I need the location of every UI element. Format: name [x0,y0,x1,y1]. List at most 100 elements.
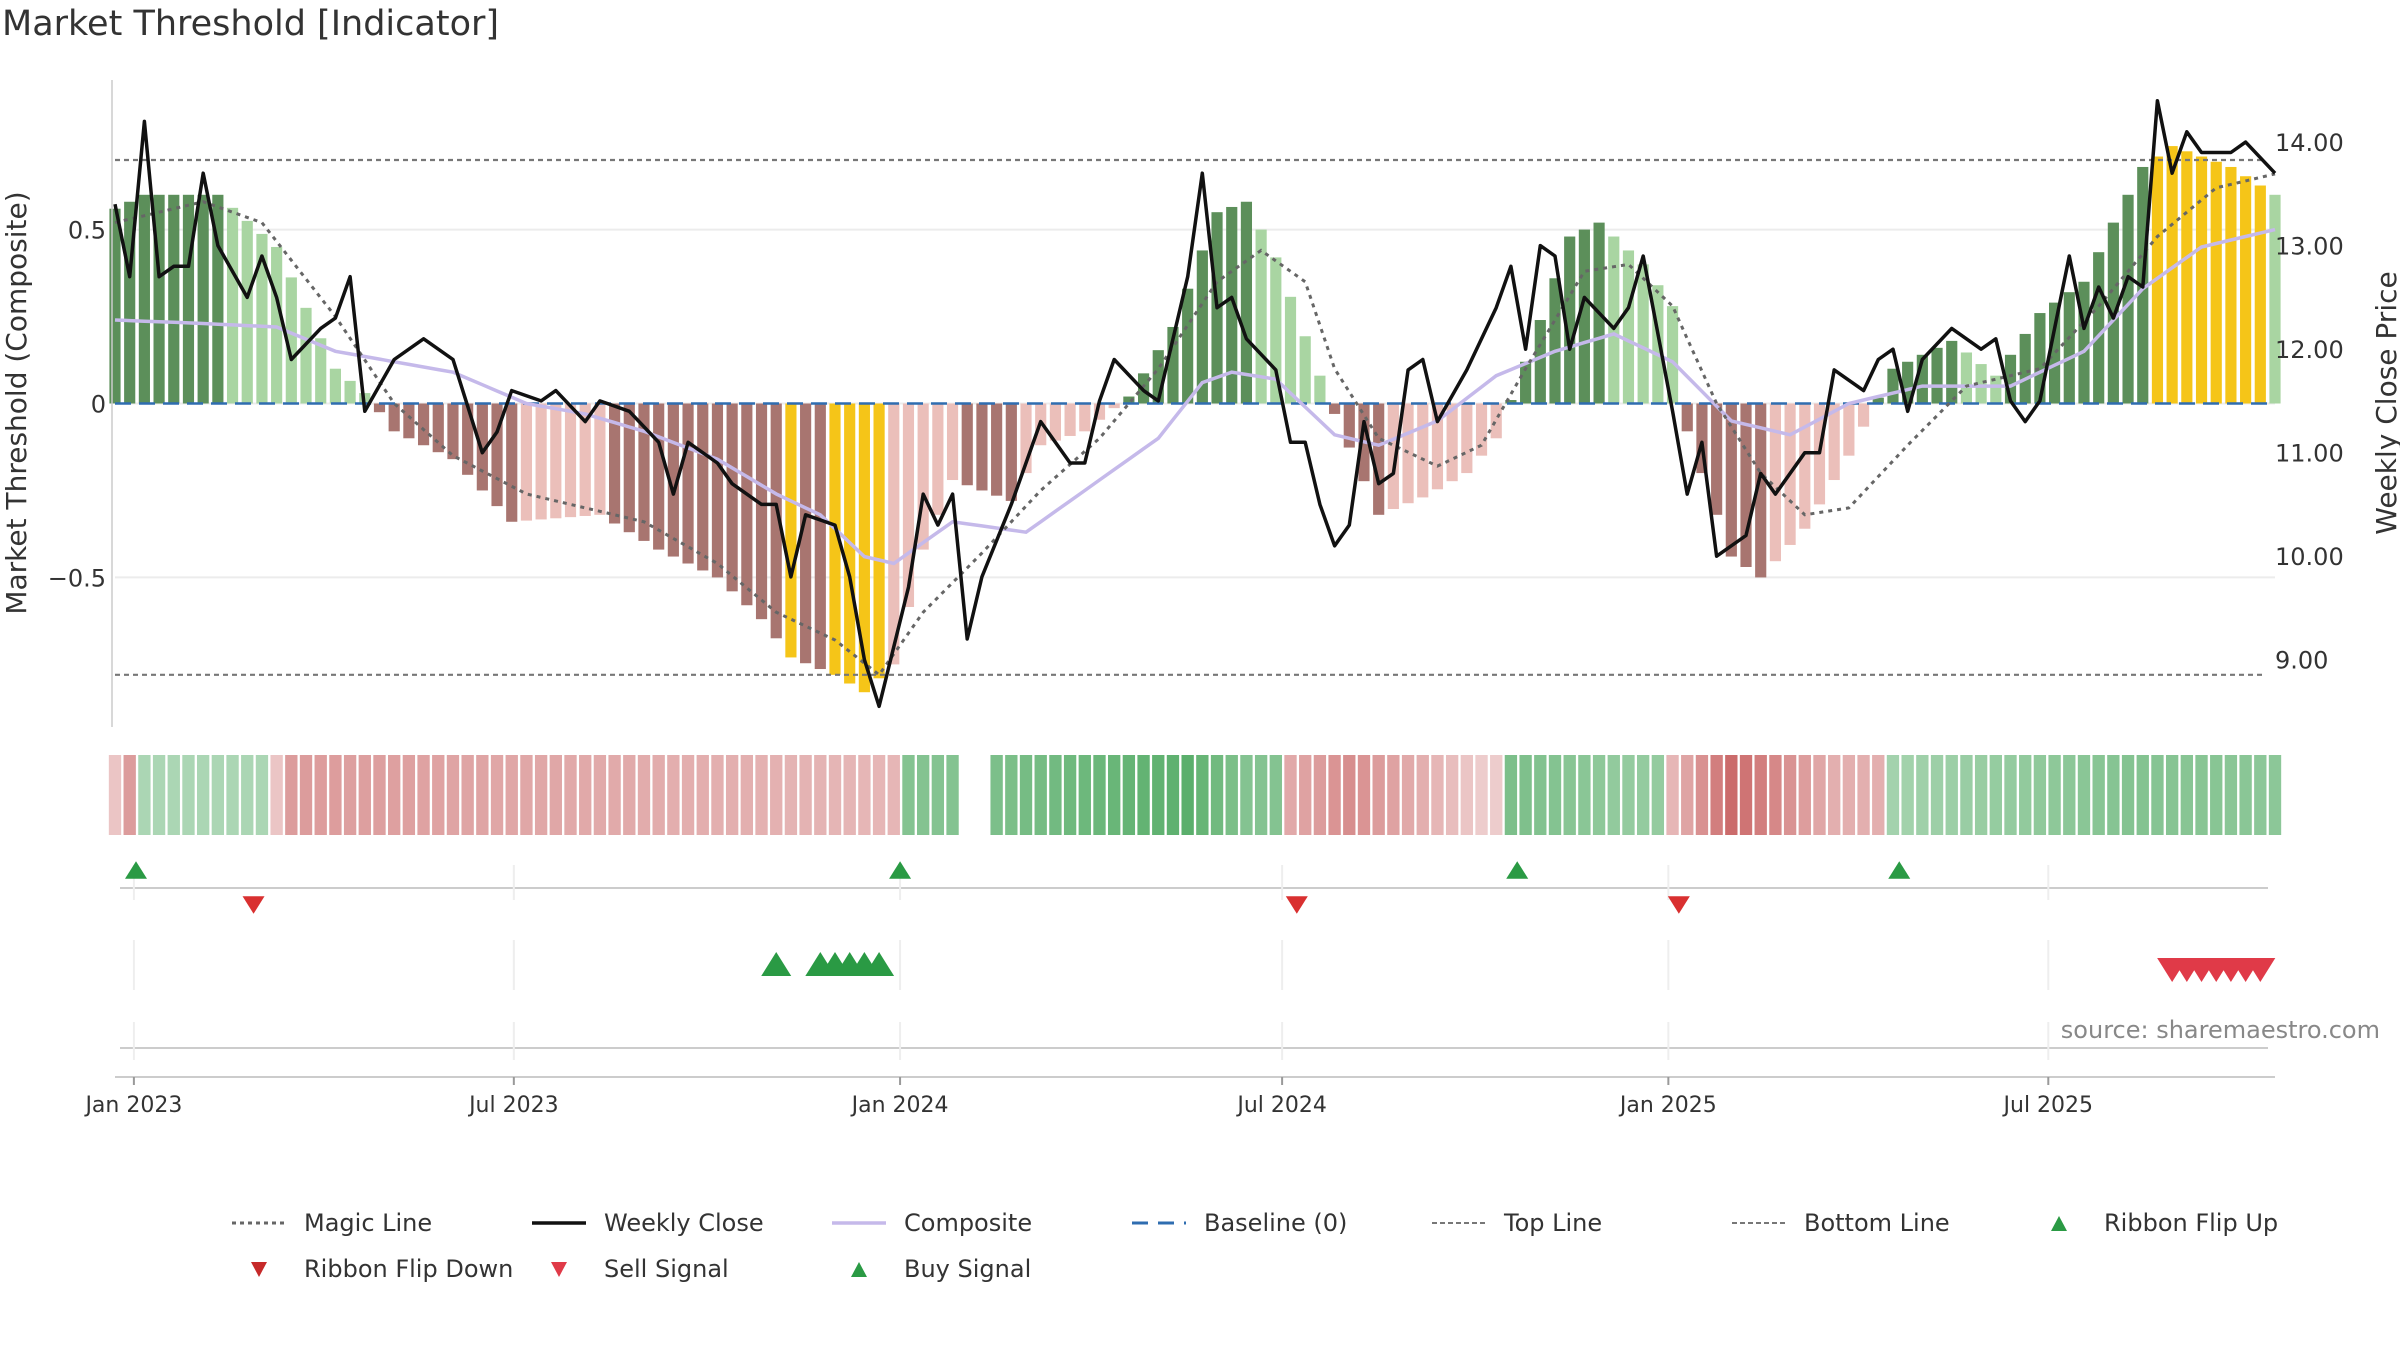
composite-bar [1916,354,1928,404]
ribbon-segment [1225,755,1238,835]
legend-label: Top Line [1504,1209,1603,1237]
composite-bar [1975,364,1987,404]
ribbon-segment [432,755,445,835]
ribbon-segment [652,755,665,835]
composite-bar [1578,229,1590,404]
ribbon-segment [887,755,900,835]
legend-swatch [232,1221,286,1225]
composite-bar [1093,403,1106,420]
ribbon-segment [2136,755,2149,835]
market-threshold-chart: 0.5 0 −0.5 14.00 13.00 12.00 11.00 10.00 9.00 Ja… [0,80,2400,1118]
ribbon-segment [1445,755,1459,835]
composite-bar [1020,403,1032,474]
y2-tick-label: 14.00 [2275,129,2344,157]
ribbon-segment [784,755,798,835]
x-tick-label: Jan 2025 [1618,1093,1717,1118]
ribbon-segment [505,755,518,835]
composite-bar [1284,296,1297,404]
composite-bar [976,403,988,491]
composite-bar [579,403,591,516]
composite-bar [1872,397,1884,404]
composite-bar [506,403,518,522]
y-tick-label: 0 [91,391,106,419]
composite-bar [2225,166,2237,404]
composite-bar [1226,206,1238,404]
ribbon-segment [1284,755,1297,835]
ribbon-segment [226,755,239,835]
ribbon-segment [1739,755,1753,835]
signal-markers [115,861,2276,1078]
legend-swatch [551,1262,567,1277]
composite-bar [961,403,973,486]
composite-bar [109,208,121,404]
ribbon-segment [828,755,842,835]
composite-bar [1475,403,1488,456]
ribbon-segment [1681,755,1694,835]
ribbon-segment [2210,755,2223,835]
ribbon-segment [2165,755,2179,835]
ribbon-segment [711,755,724,835]
composite-bar [741,403,753,606]
ribbon-segment [1078,755,1091,835]
y2-tick-label: 13.00 [2275,233,2344,261]
y2-tick-label: 12.00 [2275,336,2344,364]
composite-bar [403,403,415,439]
ribbon-segment [2180,755,2194,835]
composite-bar [1064,403,1076,436]
ribbon-segment [461,755,474,835]
ribbon-segment [1960,755,1973,835]
ribbon-segment [358,755,371,835]
ribbon-segment [696,755,709,835]
composite-bar [168,194,180,404]
legend-label: Magic Line [304,1209,433,1237]
composite-bar [785,403,797,658]
composite-bar [300,307,312,404]
ribbon-segment [2239,755,2252,835]
composite-bar [344,380,356,404]
composite-bar [241,220,253,404]
ribbon-segment [902,755,915,835]
composite-bar [2063,292,2075,404]
composite-bar [711,403,724,578]
ribbon-segment [990,755,1003,835]
x-tick-label: Jul 2024 [1235,1093,1327,1118]
ribbon-segment [1357,755,1371,835]
ribbon-segment [1945,755,1958,835]
composite-bar [932,403,944,515]
composite-bar [1740,403,1752,567]
composite-bar [373,403,386,413]
legend-item: Sell Signal [530,1251,830,1287]
ribbon-segment [1651,755,1665,835]
ribbon-segment [2019,755,2032,835]
composite-bar [1931,347,1943,404]
composite-bar [1240,201,1253,404]
ribbon-segment [1137,755,1150,835]
ribbon-segment [2077,755,2091,835]
legend-label: Sell Signal [604,1255,729,1283]
composite-bar [755,403,768,620]
ribbon-segment [1372,755,1385,835]
composite-bar [1637,264,1649,404]
ribbon-segment [1842,755,1856,835]
composite-bar [902,403,915,607]
ribbon-segment [1857,755,1870,835]
composite-bar [1946,340,1958,404]
source-note: source: sharemaestro.com [2060,1016,2380,1044]
composite-bar [623,403,635,533]
composite-bar [1196,250,1208,404]
composite-bar [1049,403,1061,441]
sell-signal-marker [2245,958,2276,982]
ribbon-segment [564,755,577,835]
ribbon-segment [1196,755,1209,835]
composite-bar [2210,161,2222,404]
composite-bar [667,403,679,557]
composite-bar [182,194,195,404]
ribbon-flip-down-marker [1285,896,1308,914]
ribbon-segment [1269,755,1282,835]
composite-bar [1564,236,1576,404]
legend-label: Buy Signal [904,1255,1032,1283]
ribbon-segment [2004,755,2017,835]
composite-bar [946,403,959,481]
legend-swatch [1132,1221,1186,1225]
ribbon-segment [1328,755,1341,835]
